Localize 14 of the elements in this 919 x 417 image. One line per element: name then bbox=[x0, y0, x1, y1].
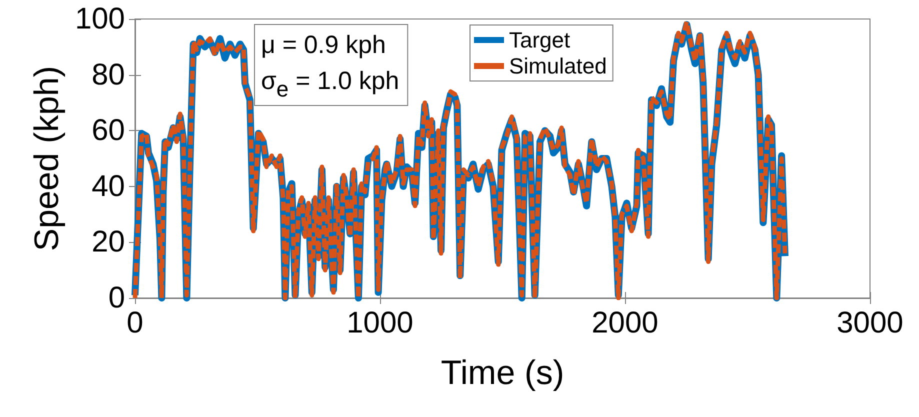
legend-label: Target bbox=[509, 28, 570, 52]
x-tick-label: 3000 bbox=[836, 306, 904, 340]
x-tick-label: 2000 bbox=[592, 306, 658, 340]
y-tick-label: 20 bbox=[92, 226, 125, 259]
x-tick-label: 1000 bbox=[346, 306, 414, 340]
y-axis-title: Speed (kph) bbox=[28, 66, 66, 252]
y-tick-label: 100 bbox=[74, 2, 125, 36]
y-tick-label: 0 bbox=[108, 282, 125, 314]
x-axis-title: Time (s) bbox=[440, 354, 564, 392]
y-tick-label: 40 bbox=[92, 170, 125, 203]
y-tick-label: 60 bbox=[92, 114, 125, 148]
legend-label: Simulated bbox=[509, 54, 607, 78]
y-tick-label: 80 bbox=[92, 58, 125, 92]
annotation: μ = 0.9 kph bbox=[261, 31, 386, 59]
